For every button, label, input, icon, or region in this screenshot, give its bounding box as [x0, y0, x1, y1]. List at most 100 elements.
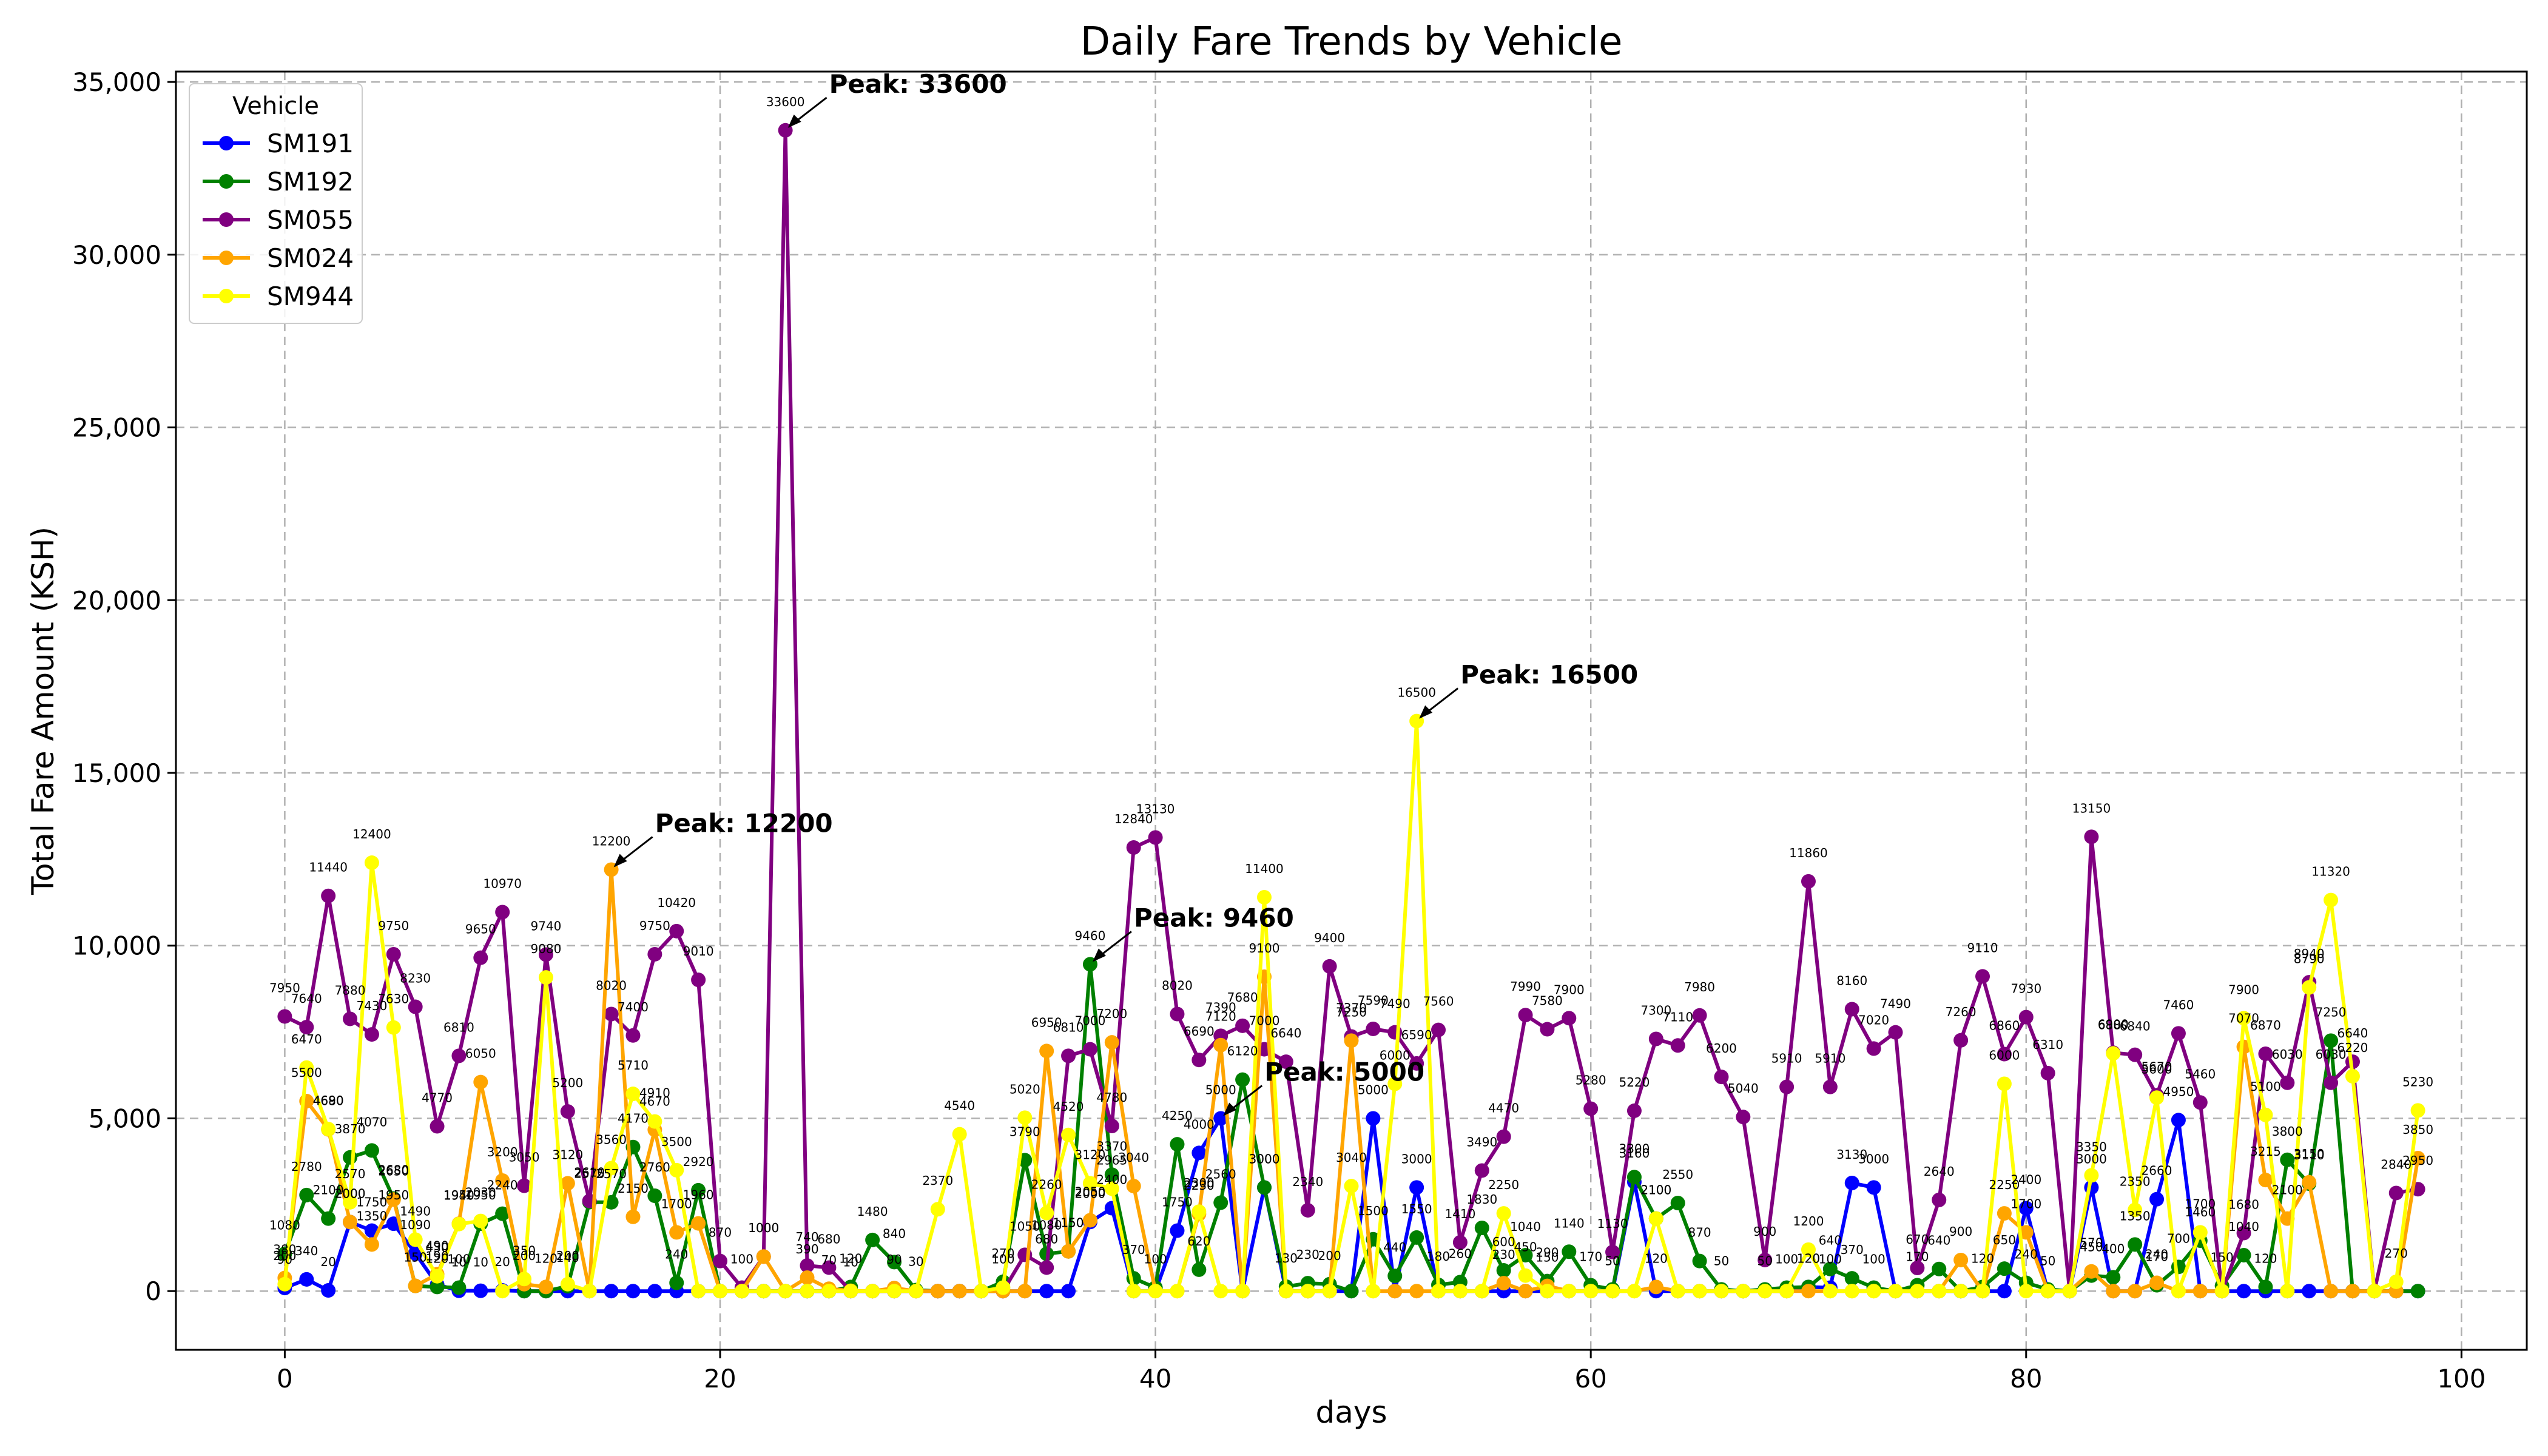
data-point-sm055	[473, 950, 488, 965]
data-point-sm944	[277, 1276, 292, 1292]
data-point-sm024	[408, 1278, 423, 1293]
data-point-sm024	[930, 1284, 945, 1299]
data-point-sm192	[364, 1143, 379, 1158]
data-label-sm055: 7590	[1358, 993, 1389, 1008]
legend-item-sm024: SM024	[203, 243, 354, 273]
data-label-sm055: 7490	[1380, 997, 1410, 1011]
data-label-sm192: 4170	[618, 1111, 649, 1126]
data-label-sm192: 3300	[1619, 1141, 1650, 1156]
data-point-sm055	[604, 1006, 619, 1022]
data-label-sm055: 100	[730, 1252, 753, 1266]
data-label-sm055: 5670	[2142, 1059, 2172, 1074]
data-label-sm192: 120	[2254, 1251, 2277, 1266]
data-point-sm055	[1692, 1008, 1707, 1023]
data-label-sm192: 440	[1383, 1240, 1406, 1255]
data-point-sm191	[473, 1283, 488, 1298]
data-point-sm192	[1496, 1263, 1511, 1278]
data-point-sm024	[1213, 1037, 1228, 1053]
data-label-sm944: 7630	[378, 992, 409, 1006]
data-label-sm944: 5100	[2250, 1079, 2281, 1094]
data-point-sm944	[821, 1284, 837, 1299]
data-label-sm192: 100	[447, 1252, 470, 1266]
data-label-sm055: 1130	[1597, 1216, 1628, 1231]
data-point-sm944	[952, 1127, 967, 1142]
data-label-sm944: 200	[273, 1249, 296, 1263]
data-label-sm055: 9750	[639, 918, 670, 933]
data-label-sm024: 1950	[443, 1188, 474, 1202]
data-point-sm944	[887, 1284, 902, 1299]
data-point-sm055	[1736, 1110, 1751, 1125]
data-label-sm055: 7110	[1662, 1009, 1693, 1024]
data-point-sm944	[2214, 1284, 2230, 1299]
data-point-sm024	[2106, 1284, 2121, 1299]
data-point-sm024	[2324, 1284, 2339, 1299]
data-point-sm192	[495, 1206, 510, 1221]
data-label-sm192: 130	[1275, 1251, 1298, 1266]
data-point-sm024	[1409, 1284, 1424, 1299]
data-label-sm192: 650	[1993, 1233, 2016, 1247]
data-label-sm192: 3370	[1096, 1139, 1127, 1153]
data-label-sm055: 9750	[378, 918, 409, 933]
data-point-sm191	[2236, 1284, 2251, 1299]
data-label-sm192: 120	[425, 1251, 448, 1266]
data-point-sm055	[321, 888, 336, 903]
data-point-sm055	[277, 1009, 292, 1024]
data-point-sm944	[2410, 1103, 2425, 1118]
data-point-sm944	[974, 1284, 989, 1299]
data-point-sm055	[1170, 1006, 1185, 1022]
data-point-sm944	[1213, 1284, 1228, 1299]
data-label-sm055: 13130	[1136, 801, 1175, 816]
data-point-sm192	[1692, 1253, 1707, 1269]
data-point-sm191	[1866, 1180, 1881, 1195]
data-label-sm055: 7640	[291, 991, 322, 1006]
data-point-sm944	[1779, 1284, 1795, 1299]
data-point-sm055	[1061, 1048, 1076, 1063]
data-label-sm192: 1140	[1554, 1216, 1585, 1230]
legend: Vehicle SM191 SM192 SM055 SM024 SM944	[189, 83, 363, 324]
data-label-sm192: 2575	[574, 1167, 605, 1181]
data-point-sm055	[1474, 1163, 1489, 1178]
data-point-sm055	[1300, 1202, 1315, 1218]
data-point-sm192	[2258, 1279, 2273, 1295]
axes: 0 20 40 60 80 10005,00010,00015,00020,00025,0…	[72, 67, 2486, 1394]
data-label-sm944: 2260	[1031, 1177, 1062, 1191]
data-label-sm024: 90	[886, 1252, 902, 1267]
data-point-sm055	[1844, 1002, 1859, 1017]
data-label-sm055: 5280	[1576, 1073, 1606, 1088]
data-label-sm192: 1080	[1031, 1218, 1062, 1233]
data-point-sm944	[1256, 890, 1272, 905]
data-label-sm944: 1700	[2185, 1196, 2216, 1211]
data-point-sm944	[1082, 1176, 1097, 1191]
data-label-sm944: 1940	[443, 1188, 474, 1203]
data-label-sm192: 290	[1535, 1245, 1559, 1260]
data-label-sm055: 7000	[1074, 1014, 1105, 1028]
data-label-sm055: 7430	[356, 999, 387, 1013]
data-label-sm055: 7400	[618, 1000, 649, 1014]
data-label-sm055: 2610	[574, 1165, 605, 1180]
data-label-sm055: 8940	[2294, 946, 2325, 961]
data-point-sm944	[1148, 1284, 1163, 1299]
data-label-sm191: 3000	[2076, 1151, 2107, 1166]
data-point-sm055	[1910, 1261, 1925, 1276]
data-point-sm055	[2258, 1046, 2273, 1061]
peak-arrow-head	[1223, 1102, 1237, 1116]
data-point-sm024	[2258, 1173, 2273, 1188]
data-point-sm944	[451, 1216, 467, 1232]
data-label-sm055: 3050	[509, 1150, 540, 1165]
data-label-sm055: 7560	[1423, 994, 1454, 1009]
data-label-sm192: 1150	[1053, 1216, 1084, 1230]
data-point-sm055	[712, 1253, 727, 1269]
data-label-sm192: 620	[1187, 1234, 1210, 1249]
data-label-sm191: 1090	[400, 1218, 431, 1232]
data-label-sm055: 9650	[465, 922, 496, 937]
peak-label: Peak: 9460	[1134, 903, 1294, 932]
peak-arrow-head	[787, 114, 801, 128]
data-label-sm024: 7120	[1205, 1009, 1236, 1024]
legend-items: SM191 SM192 SM055 SM024 SM944	[203, 129, 354, 311]
data-label-sm944: 11400	[1245, 861, 1284, 876]
data-label-sm055: 6590	[1401, 1028, 1432, 1042]
data-label-sm055: 6310	[2032, 1037, 2063, 1052]
data-point-sm055	[2192, 1095, 2208, 1110]
data-label-sm055: 4770	[422, 1091, 453, 1105]
